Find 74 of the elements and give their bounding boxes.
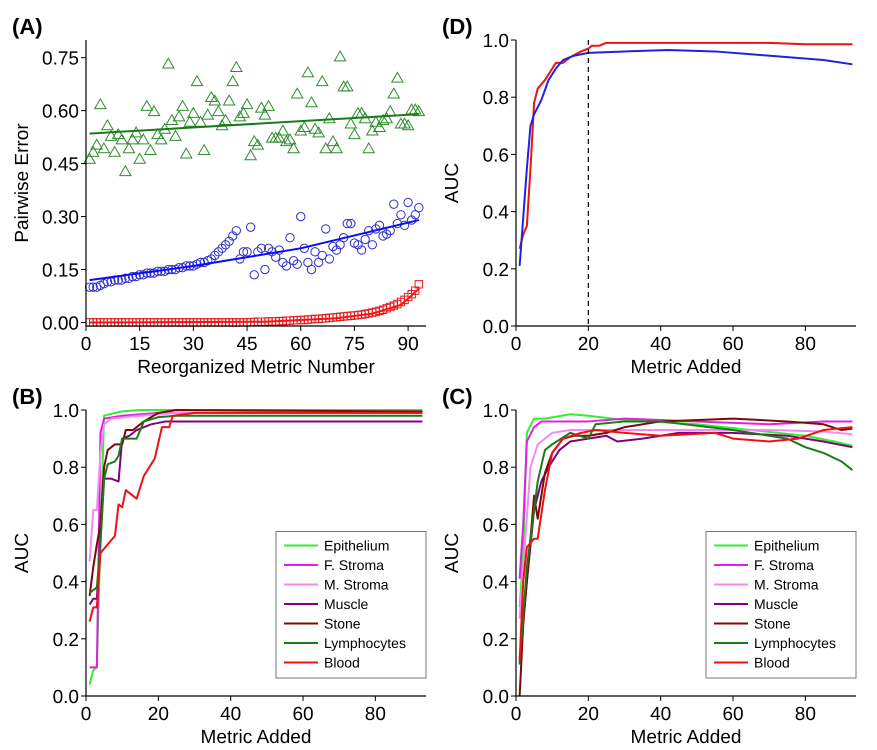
y-tick-label: 0.6 bbox=[482, 145, 509, 166]
x-tick-label: 45 bbox=[236, 334, 258, 355]
legend-label: Stone bbox=[324, 616, 361, 632]
x-tick-label: 60 bbox=[290, 334, 312, 355]
y-axis-title: AUC bbox=[442, 532, 463, 574]
y-tick-label: 0.6 bbox=[482, 515, 509, 536]
legend-label: Epithelium bbox=[754, 538, 820, 554]
x-tick-label: 15 bbox=[129, 334, 150, 355]
legend-label: Muscle bbox=[754, 596, 799, 612]
x-axis-title: Metric Added bbox=[630, 357, 742, 378]
x-tick-label: 40 bbox=[220, 704, 242, 725]
x-tick-label: 0 bbox=[510, 704, 522, 725]
chart-title: (B) bbox=[12, 384, 43, 409]
legend-label: Stone bbox=[754, 616, 791, 632]
x-tick-label: 60 bbox=[722, 704, 744, 725]
line-series bbox=[88, 219, 420, 282]
y-tick-label: 0.8 bbox=[482, 88, 509, 110]
x-tick-label: 0 bbox=[510, 334, 522, 355]
y-tick-label: 0.15 bbox=[42, 260, 79, 282]
legend-label: Epithelium bbox=[324, 538, 390, 554]
legend-label: Lymphocytes bbox=[324, 635, 406, 651]
legend-label: F. Stroma bbox=[754, 557, 814, 573]
line-series bbox=[518, 418, 854, 580]
y-tick-label: 0.30 bbox=[42, 208, 79, 229]
y-tick-label: 0.2 bbox=[482, 260, 509, 281]
y-tick-label: 1.0 bbox=[482, 31, 509, 52]
y-tick-label: 1.0 bbox=[52, 401, 79, 422]
x-tick-label: 80 bbox=[794, 704, 816, 725]
legend-label: F. Stroma bbox=[324, 557, 384, 573]
x-tick-label: 20 bbox=[148, 704, 169, 725]
chart-title: (A) bbox=[12, 14, 43, 39]
x-tick-label: 40 bbox=[650, 704, 672, 725]
legend-label: Blood bbox=[754, 654, 790, 670]
y-tick-label: 0.00 bbox=[42, 313, 79, 334]
y-tick-label: 0.4 bbox=[52, 572, 80, 594]
y-tick-label: 0.45 bbox=[42, 154, 79, 176]
y-tick-label: 1.0 bbox=[482, 401, 509, 422]
x-tick-label: 0 bbox=[80, 334, 92, 355]
x-axis-title: Metric Added bbox=[200, 727, 312, 748]
x-tick-label: 20 bbox=[578, 334, 599, 355]
chart-title: (C) bbox=[442, 384, 473, 409]
y-tick-label: 0.0 bbox=[482, 687, 509, 708]
x-tick-label: 60 bbox=[292, 704, 314, 725]
y-tick-label: 0.4 bbox=[482, 572, 510, 594]
legend-label: Lymphocytes bbox=[754, 635, 836, 651]
x-tick-label: 30 bbox=[182, 334, 204, 355]
x-axis-title: Reorganized Metric Number bbox=[137, 357, 376, 378]
x-tick-label: 80 bbox=[794, 334, 816, 355]
y-tick-label: 0.2 bbox=[482, 630, 509, 651]
x-axis-title: Metric Added bbox=[630, 727, 742, 748]
x-tick-label: 40 bbox=[650, 334, 672, 355]
y-tick-label: 0.0 bbox=[52, 687, 79, 708]
x-tick-label: 80 bbox=[364, 704, 386, 725]
legend-label: Muscle bbox=[324, 596, 369, 612]
x-tick-label: 0 bbox=[80, 704, 92, 725]
x-tick-label: 90 bbox=[398, 334, 419, 355]
y-tick-label: 0.4 bbox=[482, 202, 510, 224]
y-tick-label: 0.2 bbox=[52, 630, 79, 651]
y-tick-label: 0.60 bbox=[42, 102, 79, 123]
y-axis-title: Pairwise Error bbox=[12, 122, 33, 243]
y-tick-label: 0.8 bbox=[482, 458, 509, 480]
x-tick-label: 75 bbox=[344, 334, 365, 355]
x-tick-label: 20 bbox=[578, 704, 599, 725]
y-tick-label: 0.6 bbox=[52, 515, 79, 536]
x-tick-label: 60 bbox=[722, 334, 744, 355]
y-tick-label: 0.8 bbox=[52, 458, 79, 480]
chart-title: (D) bbox=[442, 14, 473, 39]
legend-label: M. Stroma bbox=[754, 576, 819, 592]
y-tick-label: 0.75 bbox=[42, 48, 79, 70]
y-axis-title: AUC bbox=[442, 162, 463, 204]
legend-label: Blood bbox=[324, 654, 360, 670]
y-tick-label: 0.0 bbox=[482, 317, 509, 338]
y-axis-title: AUC bbox=[12, 532, 33, 574]
legend-label: M. Stroma bbox=[324, 576, 389, 592]
